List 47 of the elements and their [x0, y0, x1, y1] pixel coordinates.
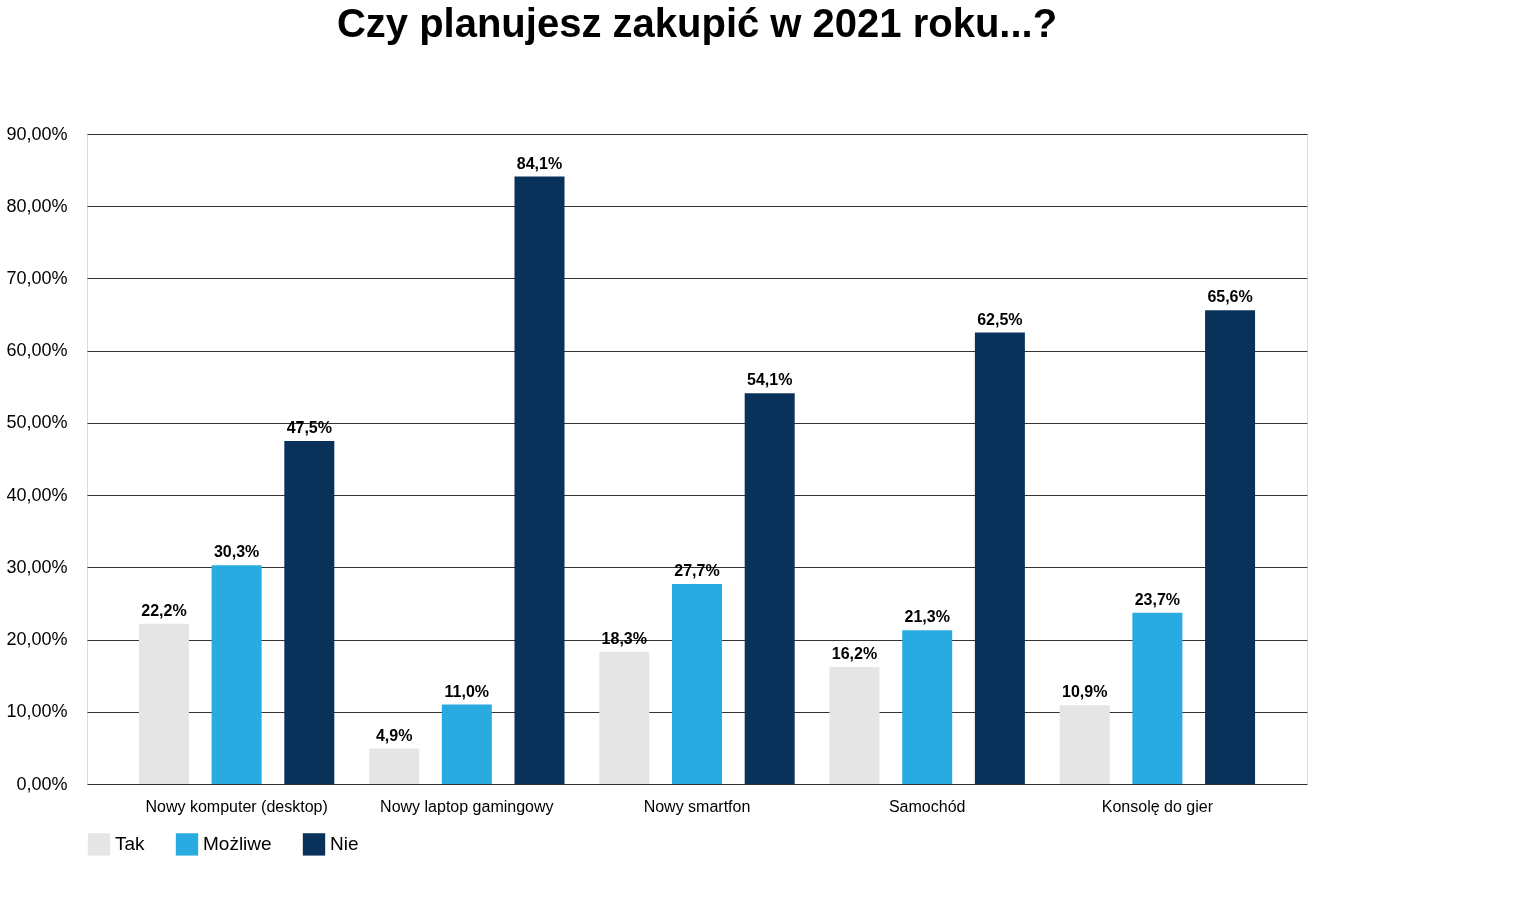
y-tick-label: 60,00%: [6, 340, 68, 361]
data-label: 84,1%: [516, 154, 563, 172]
data-label: 62,5%: [977, 310, 1023, 328]
bar: [1132, 612, 1183, 784]
y-tick-label: 50,00%: [6, 412, 68, 433]
bar: [1205, 310, 1256, 784]
x-tick-label: Nowy laptop gamingowy: [380, 797, 554, 815]
data-label: 47,5%: [286, 418, 332, 436]
data-label: 10,9%: [1062, 683, 1108, 701]
data-label: 4,9%: [375, 726, 413, 744]
x-tick-label: Samochód: [888, 797, 966, 815]
bar: [744, 393, 795, 784]
bar: [672, 583, 722, 784]
x-tick-label: Nowy smartfon: [643, 797, 751, 815]
data-label: 11,0%: [444, 682, 490, 700]
x-tick-label: Konsolę do gier: [1101, 797, 1214, 815]
data-label: 21,3%: [904, 608, 950, 626]
y-tick-label: 0,00%: [16, 773, 68, 794]
bar: [974, 332, 1025, 784]
bar: [138, 623, 189, 784]
bar: [829, 667, 880, 784]
y-tick-label: 30,00%: [6, 556, 68, 577]
data-label: 65,6%: [1207, 288, 1253, 306]
y-tick-label: 40,00%: [6, 484, 68, 505]
bar: [599, 651, 650, 784]
data-label: 16,2%: [831, 645, 878, 662]
bar: [1059, 705, 1110, 784]
data-label: 23,7%: [1134, 590, 1181, 608]
bar: [211, 565, 262, 784]
data-label: 22,2%: [141, 601, 187, 619]
y-tick-label: 10,00%: [6, 701, 68, 722]
legend-label: Możliwe: [203, 833, 272, 855]
y-tick-label: 70,00%: [6, 267, 68, 288]
legend-label: Tak: [115, 833, 146, 855]
y-tick-label: 80,00%: [6, 195, 68, 216]
y-tick-label: 90,00%: [6, 123, 68, 144]
bar: [441, 704, 492, 784]
chart-title: Czy planujesz zakupić w 2021 roku...?: [336, 1, 1058, 45]
bar: [514, 176, 565, 784]
legend-label: Nie: [330, 833, 359, 855]
bar: [902, 630, 953, 784]
x-tick-label: Nowy komputer (desktop): [145, 797, 328, 815]
y-tick-label: 20,00%: [6, 629, 68, 650]
bar: [284, 440, 335, 784]
data-label: 54,1%: [747, 371, 793, 389]
data-label: 30,3%: [213, 543, 260, 561]
bar: [369, 748, 420, 784]
